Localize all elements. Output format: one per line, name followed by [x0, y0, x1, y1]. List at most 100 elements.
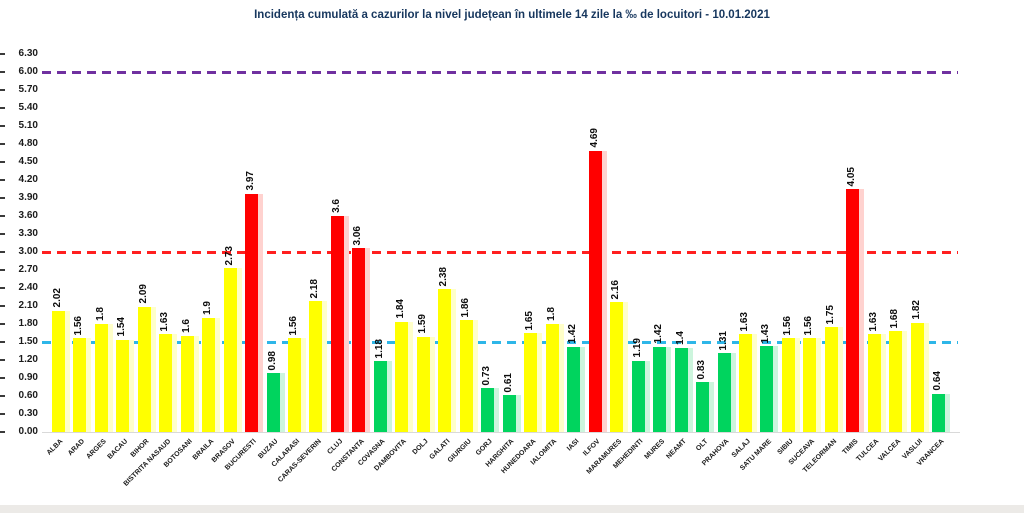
- bar-harghita: [502, 395, 521, 432]
- x-axis-category-label: MURES: [643, 438, 667, 461]
- bar-value-label: 1.6: [180, 319, 192, 333]
- y-axis-tick: [0, 179, 5, 181]
- bar-gorj: [481, 388, 500, 432]
- bar-timis: [846, 189, 865, 432]
- x-axis-category-label: ILFOV: [582, 438, 602, 458]
- y-axis-tick: [0, 53, 5, 55]
- y-axis-label: 3.30: [18, 228, 38, 239]
- bar-value-label: 3.6: [330, 199, 342, 213]
- bar-giurgiu: [459, 320, 478, 432]
- y-axis-tick: [0, 89, 5, 91]
- y-axis-label: 3.90: [18, 192, 38, 203]
- bar-bistrita-nasaud: [159, 334, 178, 432]
- threshold-red-line: [42, 251, 958, 254]
- bar-value-label: 1.56: [287, 315, 299, 336]
- chart-title: Incidența cumulată a cazurilor la nivel …: [254, 9, 770, 21]
- bar-sibiu: [781, 338, 800, 432]
- y-axis-tick: [0, 197, 5, 199]
- bar-prahova: [717, 353, 736, 432]
- x-axis-category-label: GORJ: [475, 438, 495, 457]
- bar-value-label: 2.16: [610, 279, 622, 300]
- x-axis-category-label: BACAU: [106, 438, 130, 461]
- bar-arad: [73, 338, 92, 432]
- bar-value-label: 1.68: [889, 308, 901, 329]
- y-axis-label: 3.60: [18, 210, 38, 221]
- bar-value-label: 1.84: [395, 299, 407, 319]
- threshold-purple-line: [42, 71, 958, 74]
- bar-cluj: [330, 216, 349, 432]
- x-axis-category-label: BIHOR: [129, 438, 151, 459]
- bar-value-label: 4.05: [846, 166, 858, 186]
- bar-value-label: 1.65: [524, 310, 536, 330]
- threshold-cyan-line: [42, 341, 958, 344]
- y-axis-tick: [0, 287, 5, 289]
- bar-value-label: 1.56: [73, 315, 85, 336]
- y-axis-label: 0.90: [18, 372, 38, 383]
- y-axis-label: 4.20: [18, 174, 38, 185]
- bar-value-label: 1.9: [202, 301, 214, 315]
- bar-value-label: 1.43: [760, 323, 772, 344]
- bottom-strip: [0, 505, 1024, 513]
- bar-mehedinti: [631, 360, 650, 432]
- y-axis-tick: [0, 377, 5, 379]
- bar-teleorman: [824, 327, 843, 432]
- bar-ilfov: [588, 150, 607, 432]
- y-axis-label: 6.30: [18, 48, 38, 59]
- bar-value-label: 1.82: [910, 300, 922, 320]
- y-axis-label: 1.20: [18, 354, 38, 365]
- x-axis-category-label: DOLJ: [411, 438, 430, 457]
- y-axis-tick: [0, 215, 5, 217]
- y-axis-label: 1.50: [18, 336, 38, 347]
- bar-value-label: 0.83: [696, 359, 708, 380]
- bar-value-label: 1.18: [373, 338, 385, 359]
- bar-value-label: 1.63: [159, 311, 171, 332]
- bar-value-label: 4.69: [588, 128, 600, 148]
- y-axis-tick: [0, 323, 5, 325]
- y-axis-tick: [0, 125, 5, 127]
- y-axis-label: 0.60: [18, 390, 38, 401]
- x-axis-line: [42, 432, 960, 433]
- bar-value-label: 1.86: [459, 297, 471, 318]
- bar-botosani: [180, 336, 199, 432]
- y-axis-tick: [0, 395, 5, 397]
- bar-caras-severin: [309, 301, 328, 432]
- bar-value-label: 1.42: [653, 324, 665, 344]
- bar-bacau: [116, 339, 135, 432]
- bar-value-label: 2.73: [223, 245, 235, 266]
- y-axis-tick: [0, 107, 5, 109]
- y-axis-label: 6.00: [18, 66, 38, 77]
- bar-suceava: [803, 338, 822, 432]
- bar-valcea: [889, 331, 908, 432]
- bar-olt: [696, 382, 715, 432]
- bar-hunedoara: [524, 333, 543, 432]
- bar-bihor: [137, 306, 156, 432]
- y-axis-tick: [0, 143, 5, 145]
- bar-brasov: [223, 268, 242, 432]
- bar-value-label: 1.4: [674, 331, 686, 345]
- bar-tulcea: [867, 334, 886, 432]
- y-axis-tick: [0, 431, 5, 433]
- bar-bucuresti: [245, 193, 264, 432]
- bar-value-label: 1.56: [803, 315, 815, 336]
- bar-value-label: 3.97: [245, 171, 257, 191]
- y-axis-tick: [0, 233, 5, 235]
- x-axis-category-label: ALBA: [45, 438, 65, 457]
- bar-value-label: 0.73: [481, 365, 493, 386]
- bar-arges: [94, 324, 113, 432]
- x-axis-category-label: SIBIU: [776, 438, 795, 457]
- bar-satu-mare: [760, 346, 779, 432]
- y-axis-tick: [0, 71, 5, 73]
- bar-value-label: 3.06: [352, 225, 364, 246]
- bar-value-label: 2.18: [309, 278, 321, 299]
- y-axis-tick: [0, 341, 5, 343]
- bar-vrancea: [932, 393, 951, 432]
- bar-calarasi: [287, 338, 306, 432]
- bar-salaj: [738, 334, 757, 432]
- bar-covasna: [373, 361, 392, 432]
- y-axis-label: 5.70: [18, 84, 38, 95]
- x-axis-category-label: NEAMT: [664, 438, 688, 461]
- bar-value-label: 2.09: [137, 284, 149, 304]
- bar-buzau: [266, 373, 285, 432]
- y-axis-label: 2.70: [18, 264, 38, 275]
- bar-value-label: 0.64: [932, 371, 944, 391]
